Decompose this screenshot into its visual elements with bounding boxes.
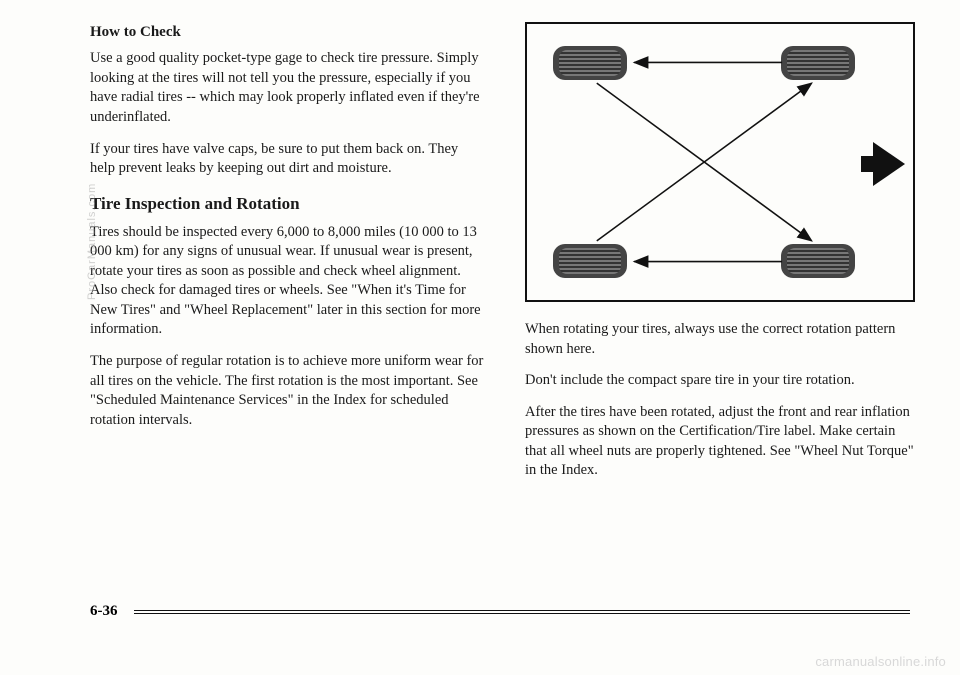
tire-rear-right-icon <box>781 244 855 278</box>
para-right-3: After the tires have been rotated, adjus… <box>525 403 915 481</box>
right-column: When rotating your tires, always use the… <box>525 22 915 493</box>
para-right-1: When rotating your tires, always use the… <box>525 320 915 359</box>
heading-how-to-check: How to Check <box>90 22 485 42</box>
para-rot-2: The purpose of regular rotation is to ac… <box>90 352 485 430</box>
page-number: 6-36 <box>90 603 118 620</box>
watermark-text: carmanualsonline.info <box>815 654 946 669</box>
page-footer: 6-36 <box>90 603 910 620</box>
content-columns: How to Check Use a good quality pocket-t… <box>90 22 910 493</box>
tire-front-right-icon <box>781 46 855 80</box>
para-check-1: Use a good quality pocket-type gage to c… <box>90 49 485 127</box>
footer-rule-icon <box>134 610 911 614</box>
side-watermark: ProCarManuals.com <box>86 183 98 300</box>
manual-page: ProCarManuals.com How to Check Use a goo… <box>0 0 960 675</box>
direction-arrow-icon <box>873 142 905 186</box>
tire-rear-left-icon <box>553 244 627 278</box>
para-right-2: Don't include the compact spare tire in … <box>525 371 915 391</box>
left-column: How to Check Use a good quality pocket-t… <box>90 22 485 493</box>
rotation-diagram <box>525 22 915 302</box>
para-check-2: If your tires have valve caps, be sure t… <box>90 140 485 179</box>
heading-tire-inspection: Tire Inspection and Rotation <box>90 193 485 216</box>
para-rot-1: Tires should be inspected every 6,000 to… <box>90 223 485 340</box>
tire-front-left-icon <box>553 46 627 80</box>
